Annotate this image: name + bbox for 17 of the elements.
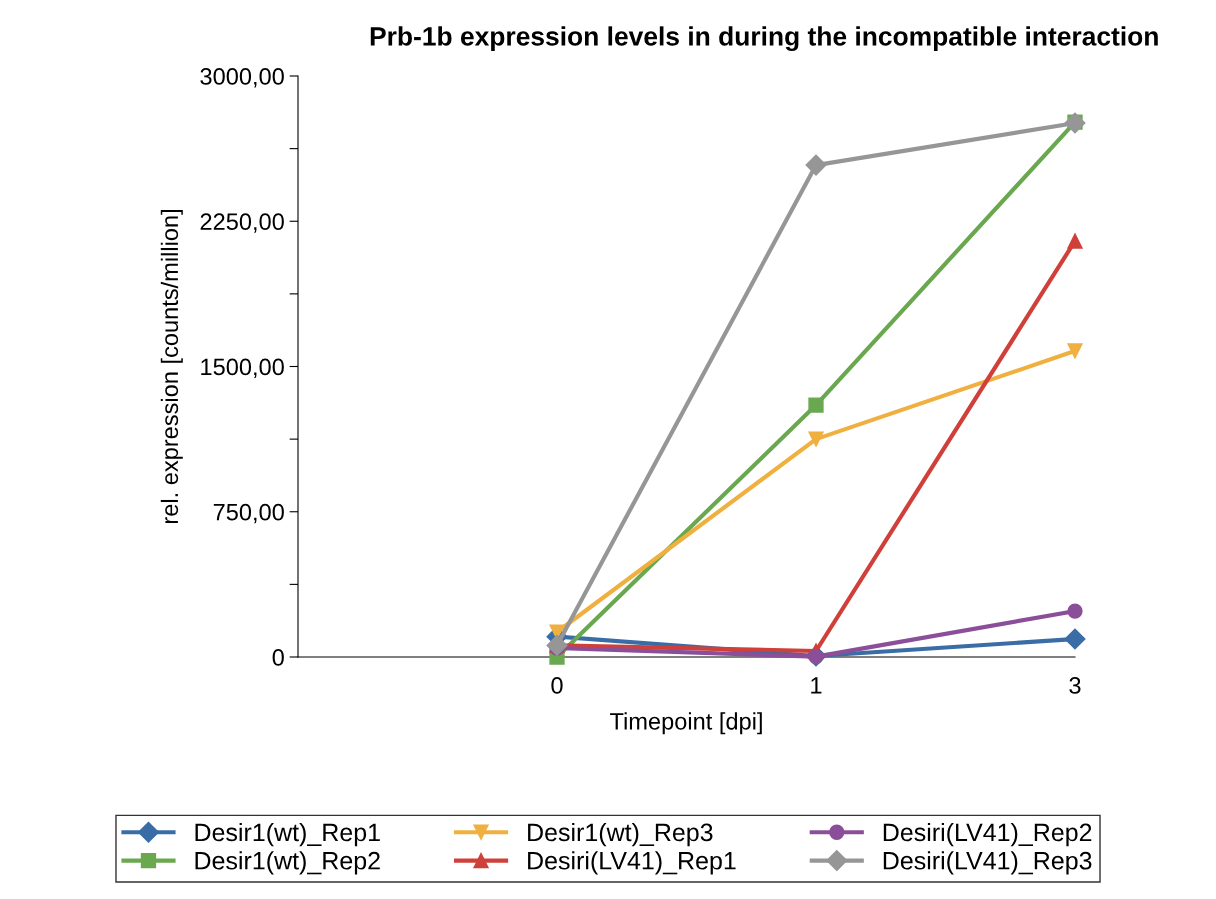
x-tick-label: 1: [811, 677, 822, 694]
x-tick-label: 0: [551, 677, 563, 694]
legend-label: Desiri(LV41)_Rep1: [528, 851, 736, 875]
y-axis-title: rel. expression [counts/million]: [160, 210, 183, 524]
y-tick-label: 750,00: [213, 503, 284, 524]
y-tick-label: 2250,00: [200, 213, 284, 233]
legend-label: Desir1(wt)_Rep3: [528, 822, 713, 847]
legend-label: Desiri(LV41)_Rep3: [883, 851, 1092, 875]
y-tick-label: 1500,00: [201, 358, 284, 379]
x-axis-title: Timepoint [dpi]: [610, 712, 762, 735]
legend-label: Desir1(wt)_Rep2: [195, 851, 380, 875]
y-tick-label: 3000,00: [200, 68, 284, 88]
legend-label: Desir1(wt)_Rep1: [195, 822, 380, 847]
y-tick-label: 0: [272, 649, 284, 666]
x-tick-label: 3: [1069, 677, 1081, 694]
chart-title: Prb-1b expression levels in during the incompatible interaction: [370, 26, 1158, 52]
legend-label: Desiri(LV41)_Rep2: [883, 822, 1092, 847]
